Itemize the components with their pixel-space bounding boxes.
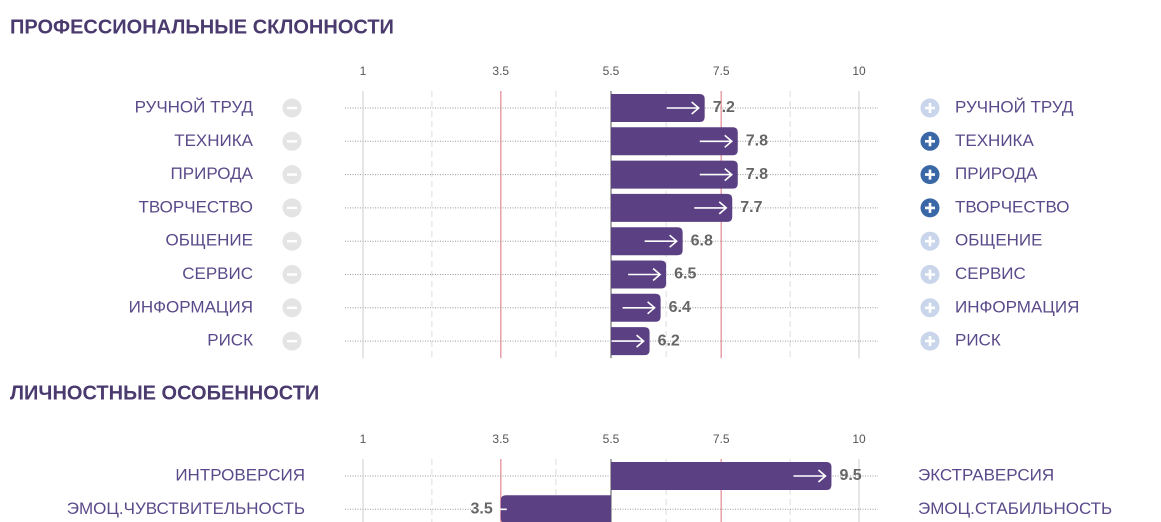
right-label: РИСК [955, 331, 1001, 350]
x-tick-label: 3.5 [492, 64, 509, 78]
section-title: ЛИЧНОСТНЫЕ ОСОБЕННОСТИ [10, 382, 319, 404]
x-tick-label: 10 [852, 432, 866, 446]
arrow-icon [699, 167, 733, 182]
section-title: ПРОФЕССИОНАЛЬНЫЕ СКЛОННОСТИ [10, 16, 394, 38]
left-label: ТВОРЧЕСТВО [139, 197, 253, 216]
value-label: 7.8 [746, 133, 768, 150]
arrow-icon [473, 502, 507, 516]
value-label: 6.2 [658, 332, 680, 349]
plus-sign [925, 202, 935, 213]
plus-sign [925, 269, 935, 280]
arrow-icon [694, 201, 728, 215]
plus-sign [925, 236, 935, 247]
right-label: РУЧНОЙ ТРУД [955, 97, 1074, 116]
minus-sign [287, 140, 297, 143]
x-tick-label: 1 [360, 64, 367, 78]
bar [611, 127, 738, 156]
plus-sign [925, 302, 935, 313]
x-tick-label: 7.5 [713, 64, 730, 78]
x-tick-label: 5.5 [603, 432, 620, 446]
plus-sign [925, 136, 935, 147]
arrow-icon [644, 234, 678, 248]
left-label: ИНФОРМАЦИЯ [129, 297, 253, 316]
x-tick-label: 7.5 [713, 432, 730, 446]
value-label: 7.8 [746, 166, 768, 183]
minus-sign [287, 339, 297, 343]
bar [611, 160, 738, 189]
left-label: СЕРВИС [182, 264, 253, 283]
plus-sign [925, 103, 935, 113]
left-label: ЭМОЦ.ЧУВСТВИТЕЛЬНОСТЬ [67, 499, 305, 518]
right-label: ЭМОЦ.СТАБИЛЬНОСТЬ [918, 499, 1112, 518]
right-label: ТВОРЧЕСТВО [955, 197, 1069, 216]
left-label: РУЧНОЙ ТРУД [135, 97, 254, 116]
plus-sign [925, 169, 935, 180]
value-label: 6.4 [669, 299, 691, 316]
minus-sign [287, 273, 297, 276]
arrow-icon [793, 469, 827, 483]
right-label: ОБЩЕНИЕ [955, 231, 1043, 250]
x-tick-label: 5.5 [603, 64, 620, 78]
right-label: СЕРВИС [955, 264, 1026, 283]
bar [611, 94, 705, 122]
right-label: ПРИРОДА [955, 164, 1038, 183]
left-label: РИСК [207, 331, 253, 350]
value-label: 7.2 [713, 99, 735, 116]
x-tick-label: 3.5 [492, 432, 509, 446]
arrow-icon [611, 334, 645, 348]
x-tick-label: 1 [360, 432, 367, 446]
x-tick-label: 10 [852, 64, 866, 78]
value-label: 7.7 [740, 199, 762, 216]
left-label: ИНТРОВЕРСИЯ [175, 465, 305, 484]
left-label: ТЕХНИКА [174, 131, 253, 150]
minus-sign [287, 306, 297, 309]
right-label: ТЕХНИКА [955, 131, 1034, 150]
bar [500, 495, 611, 522]
arrow-icon [666, 101, 700, 115]
value-label: 6.8 [691, 232, 713, 249]
right-label: ИНФОРМАЦИЯ [955, 297, 1079, 316]
left-label: ПРИРОДА [171, 164, 254, 183]
arrow-icon [622, 301, 656, 315]
plus-sign [925, 336, 935, 347]
bar [611, 462, 832, 490]
bar [611, 193, 733, 222]
arrow-icon [628, 267, 662, 282]
arrow-icon [699, 134, 733, 148]
minus-sign [287, 240, 297, 243]
value-label: 9.5 [839, 467, 861, 484]
minus-sign [287, 173, 297, 176]
value-label: 6.5 [674, 266, 696, 283]
value-label: 3.5 [471, 501, 493, 518]
right-label: ЭКСТРАВЕРСИЯ [918, 465, 1054, 484]
minus-sign [287, 106, 297, 110]
minus-sign [287, 206, 297, 210]
left-label: ОБЩЕНИЕ [166, 231, 254, 250]
